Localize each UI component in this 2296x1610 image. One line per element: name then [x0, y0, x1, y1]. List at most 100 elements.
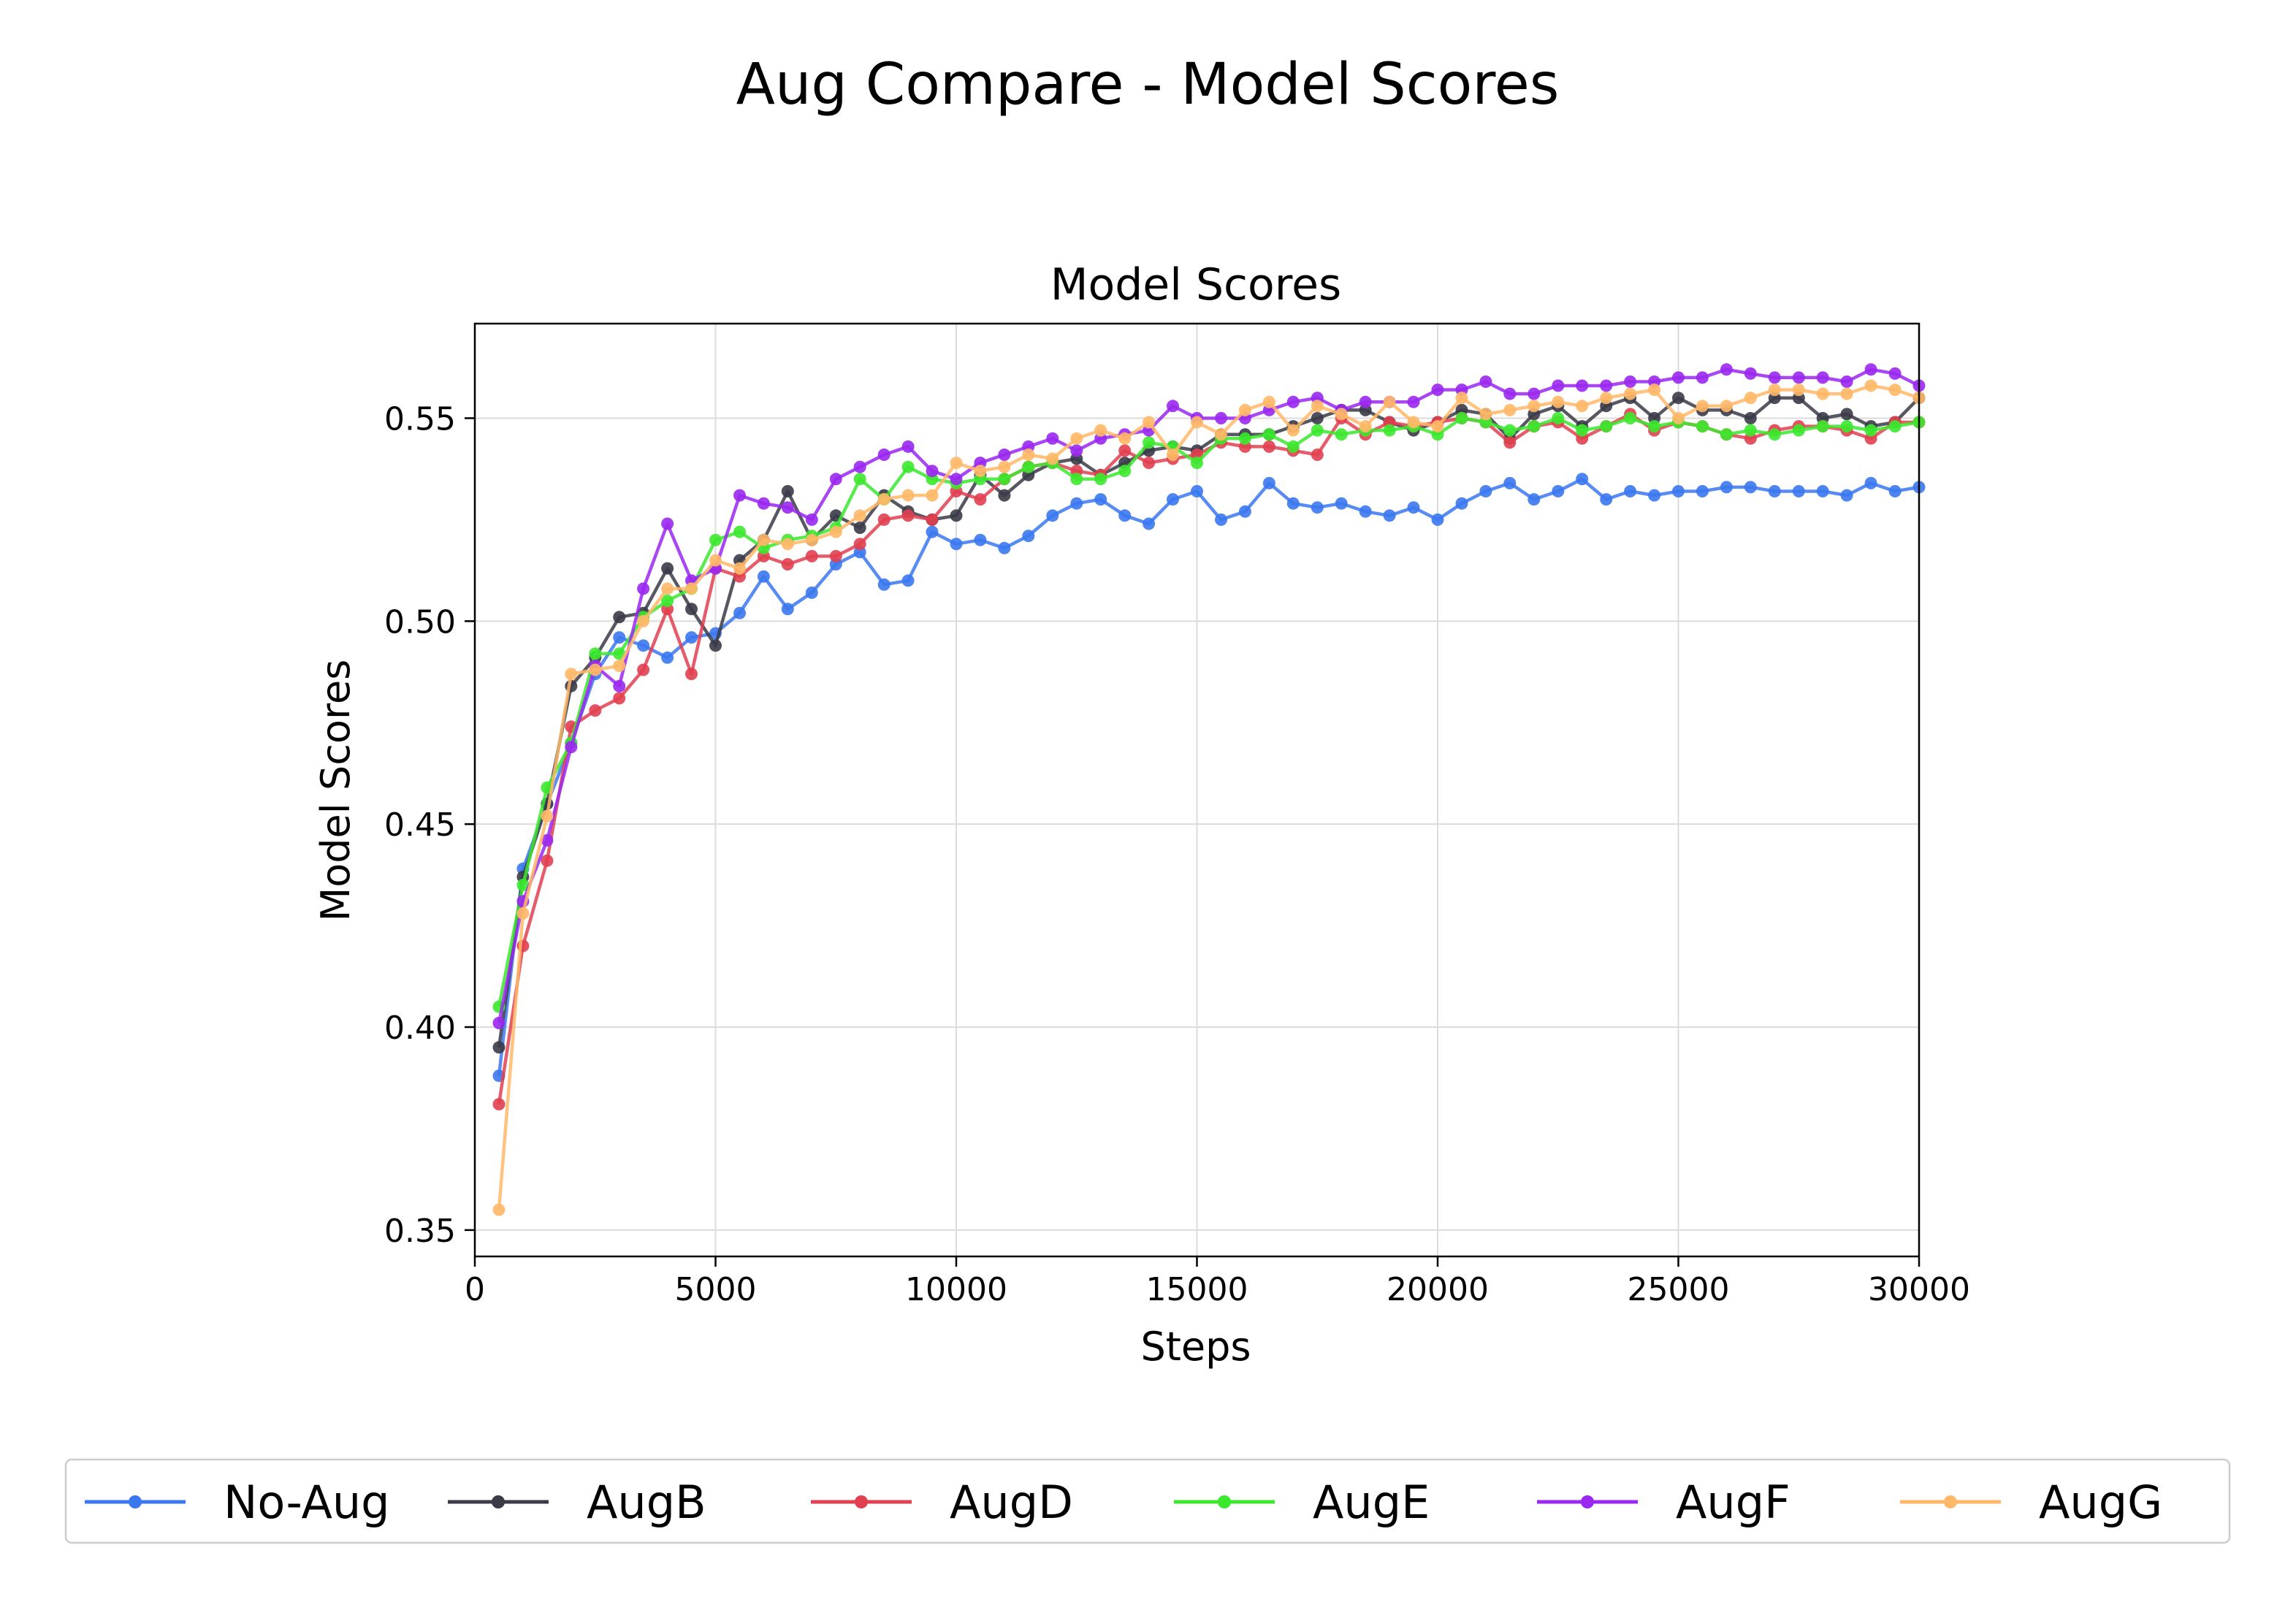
y-tick-label: 0.40 — [384, 1010, 456, 1047]
legend-label: AugB — [587, 1476, 706, 1529]
data-point-augg — [781, 538, 794, 551]
data-point-augf — [1720, 363, 1733, 376]
data-point-augb — [1840, 408, 1853, 421]
data-point-no-aug — [1191, 485, 1203, 497]
series-augg — [492, 379, 1926, 1216]
series-augf — [492, 363, 1926, 1029]
data-point-augg — [565, 668, 578, 681]
data-point-augd — [853, 538, 866, 551]
data-point-no-aug — [1624, 485, 1637, 497]
data-point-auge — [1238, 432, 1251, 445]
data-point-augf — [1431, 384, 1444, 397]
data-point-augg — [950, 457, 963, 470]
data-point-augf — [1528, 387, 1541, 400]
data-point-augd — [901, 509, 915, 522]
data-point-no-aug — [1672, 485, 1685, 497]
data-point-no-aug — [781, 603, 794, 616]
data-point-augg — [901, 489, 915, 502]
data-point-augg — [685, 582, 698, 595]
legend-item-no-aug: No-Aug — [85, 1476, 390, 1529]
data-point-auge — [1118, 465, 1132, 478]
data-point-augf — [950, 473, 963, 486]
data-point-augd — [805, 549, 818, 562]
data-point-augg — [1070, 432, 1083, 445]
data-point-no-aug — [1768, 485, 1781, 497]
data-point-augb — [853, 522, 866, 534]
data-point-auge — [1528, 420, 1541, 433]
x-tick-label: 15000 — [1146, 1271, 1248, 1308]
data-point-augb — [950, 509, 963, 522]
data-point-no-aug — [805, 586, 818, 599]
series-line-augd — [497, 412, 1919, 1105]
legend-swatch-marker — [1218, 1495, 1231, 1508]
data-point-auge — [1552, 412, 1565, 424]
data-point-augg — [1816, 387, 1829, 400]
data-point-augg — [1094, 424, 1107, 437]
data-point-augf — [901, 440, 915, 453]
figure-title: Aug Compare - Model Scores — [736, 52, 1560, 118]
legend-label: AugD — [950, 1476, 1073, 1529]
legend-swatch-marker — [855, 1495, 868, 1508]
data-point-no-aug — [613, 631, 626, 644]
legend-item-augb: AugB — [448, 1476, 706, 1529]
data-point-augf — [1046, 432, 1059, 445]
data-point-augf — [1503, 387, 1517, 400]
data-point-no-aug — [1792, 485, 1805, 497]
data-point-auge — [1455, 412, 1468, 424]
data-point-augf — [781, 501, 794, 514]
data-point-augf — [1286, 395, 1300, 408]
legend-swatch-marker — [1944, 1495, 1957, 1508]
data-point-auge — [1191, 457, 1203, 470]
data-point-augg — [1215, 428, 1227, 441]
data-point-augb — [1672, 392, 1685, 405]
data-point-auge — [901, 460, 915, 473]
data-point-no-aug — [1359, 505, 1372, 518]
data-point-augg — [1022, 449, 1035, 461]
data-point-augd — [1118, 444, 1132, 457]
data-point-no-aug — [1335, 497, 1348, 510]
data-point-augg — [805, 533, 818, 546]
series-augd — [492, 408, 1926, 1111]
data-point-augb — [998, 489, 1011, 502]
data-point-augf — [1479, 375, 1492, 388]
data-point-augf — [1624, 375, 1637, 388]
legend-swatch-marker — [129, 1495, 142, 1508]
x-tick-label: 0 — [465, 1271, 485, 1308]
data-point-augb — [1311, 412, 1324, 424]
data-point-augg — [1311, 400, 1324, 413]
data-point-no-aug — [1479, 485, 1492, 497]
series-group — [492, 363, 1926, 1216]
data-point-augd — [1503, 436, 1517, 449]
data-point-augg — [637, 614, 650, 627]
data-point-no-aug — [1576, 473, 1589, 486]
data-point-no-aug — [877, 578, 890, 591]
data-point-augg — [1167, 449, 1179, 461]
data-point-auge — [1888, 420, 1902, 433]
data-point-augg — [1840, 387, 1853, 400]
data-point-no-aug — [998, 541, 1011, 554]
data-point-auge — [1792, 424, 1805, 437]
y-tick-label: 0.50 — [384, 603, 456, 641]
data-point-auge — [1720, 428, 1733, 441]
data-point-augf — [541, 833, 554, 847]
data-point-augg — [1864, 379, 1877, 392]
data-point-augg — [492, 1203, 506, 1216]
data-point-augf — [1576, 379, 1589, 392]
data-point-augg — [1238, 403, 1251, 416]
data-point-augd — [541, 854, 554, 867]
data-point-augf — [1600, 379, 1613, 392]
data-point-augg — [1624, 387, 1637, 400]
data-point-augg — [1576, 400, 1589, 413]
data-point-auge — [1070, 473, 1083, 486]
data-point-auge — [1503, 424, 1517, 437]
data-point-no-aug — [1262, 476, 1275, 489]
data-point-augg — [733, 562, 746, 575]
data-point-no-aug — [1816, 485, 1829, 497]
data-point-augg — [1359, 420, 1372, 433]
y-tick-label: 0.55 — [384, 400, 456, 438]
data-point-augf — [1768, 371, 1781, 384]
x-tick-label: 20000 — [1387, 1271, 1489, 1308]
data-point-augg — [1792, 384, 1805, 397]
data-point-no-aug — [926, 525, 939, 538]
data-point-augg — [613, 660, 626, 672]
